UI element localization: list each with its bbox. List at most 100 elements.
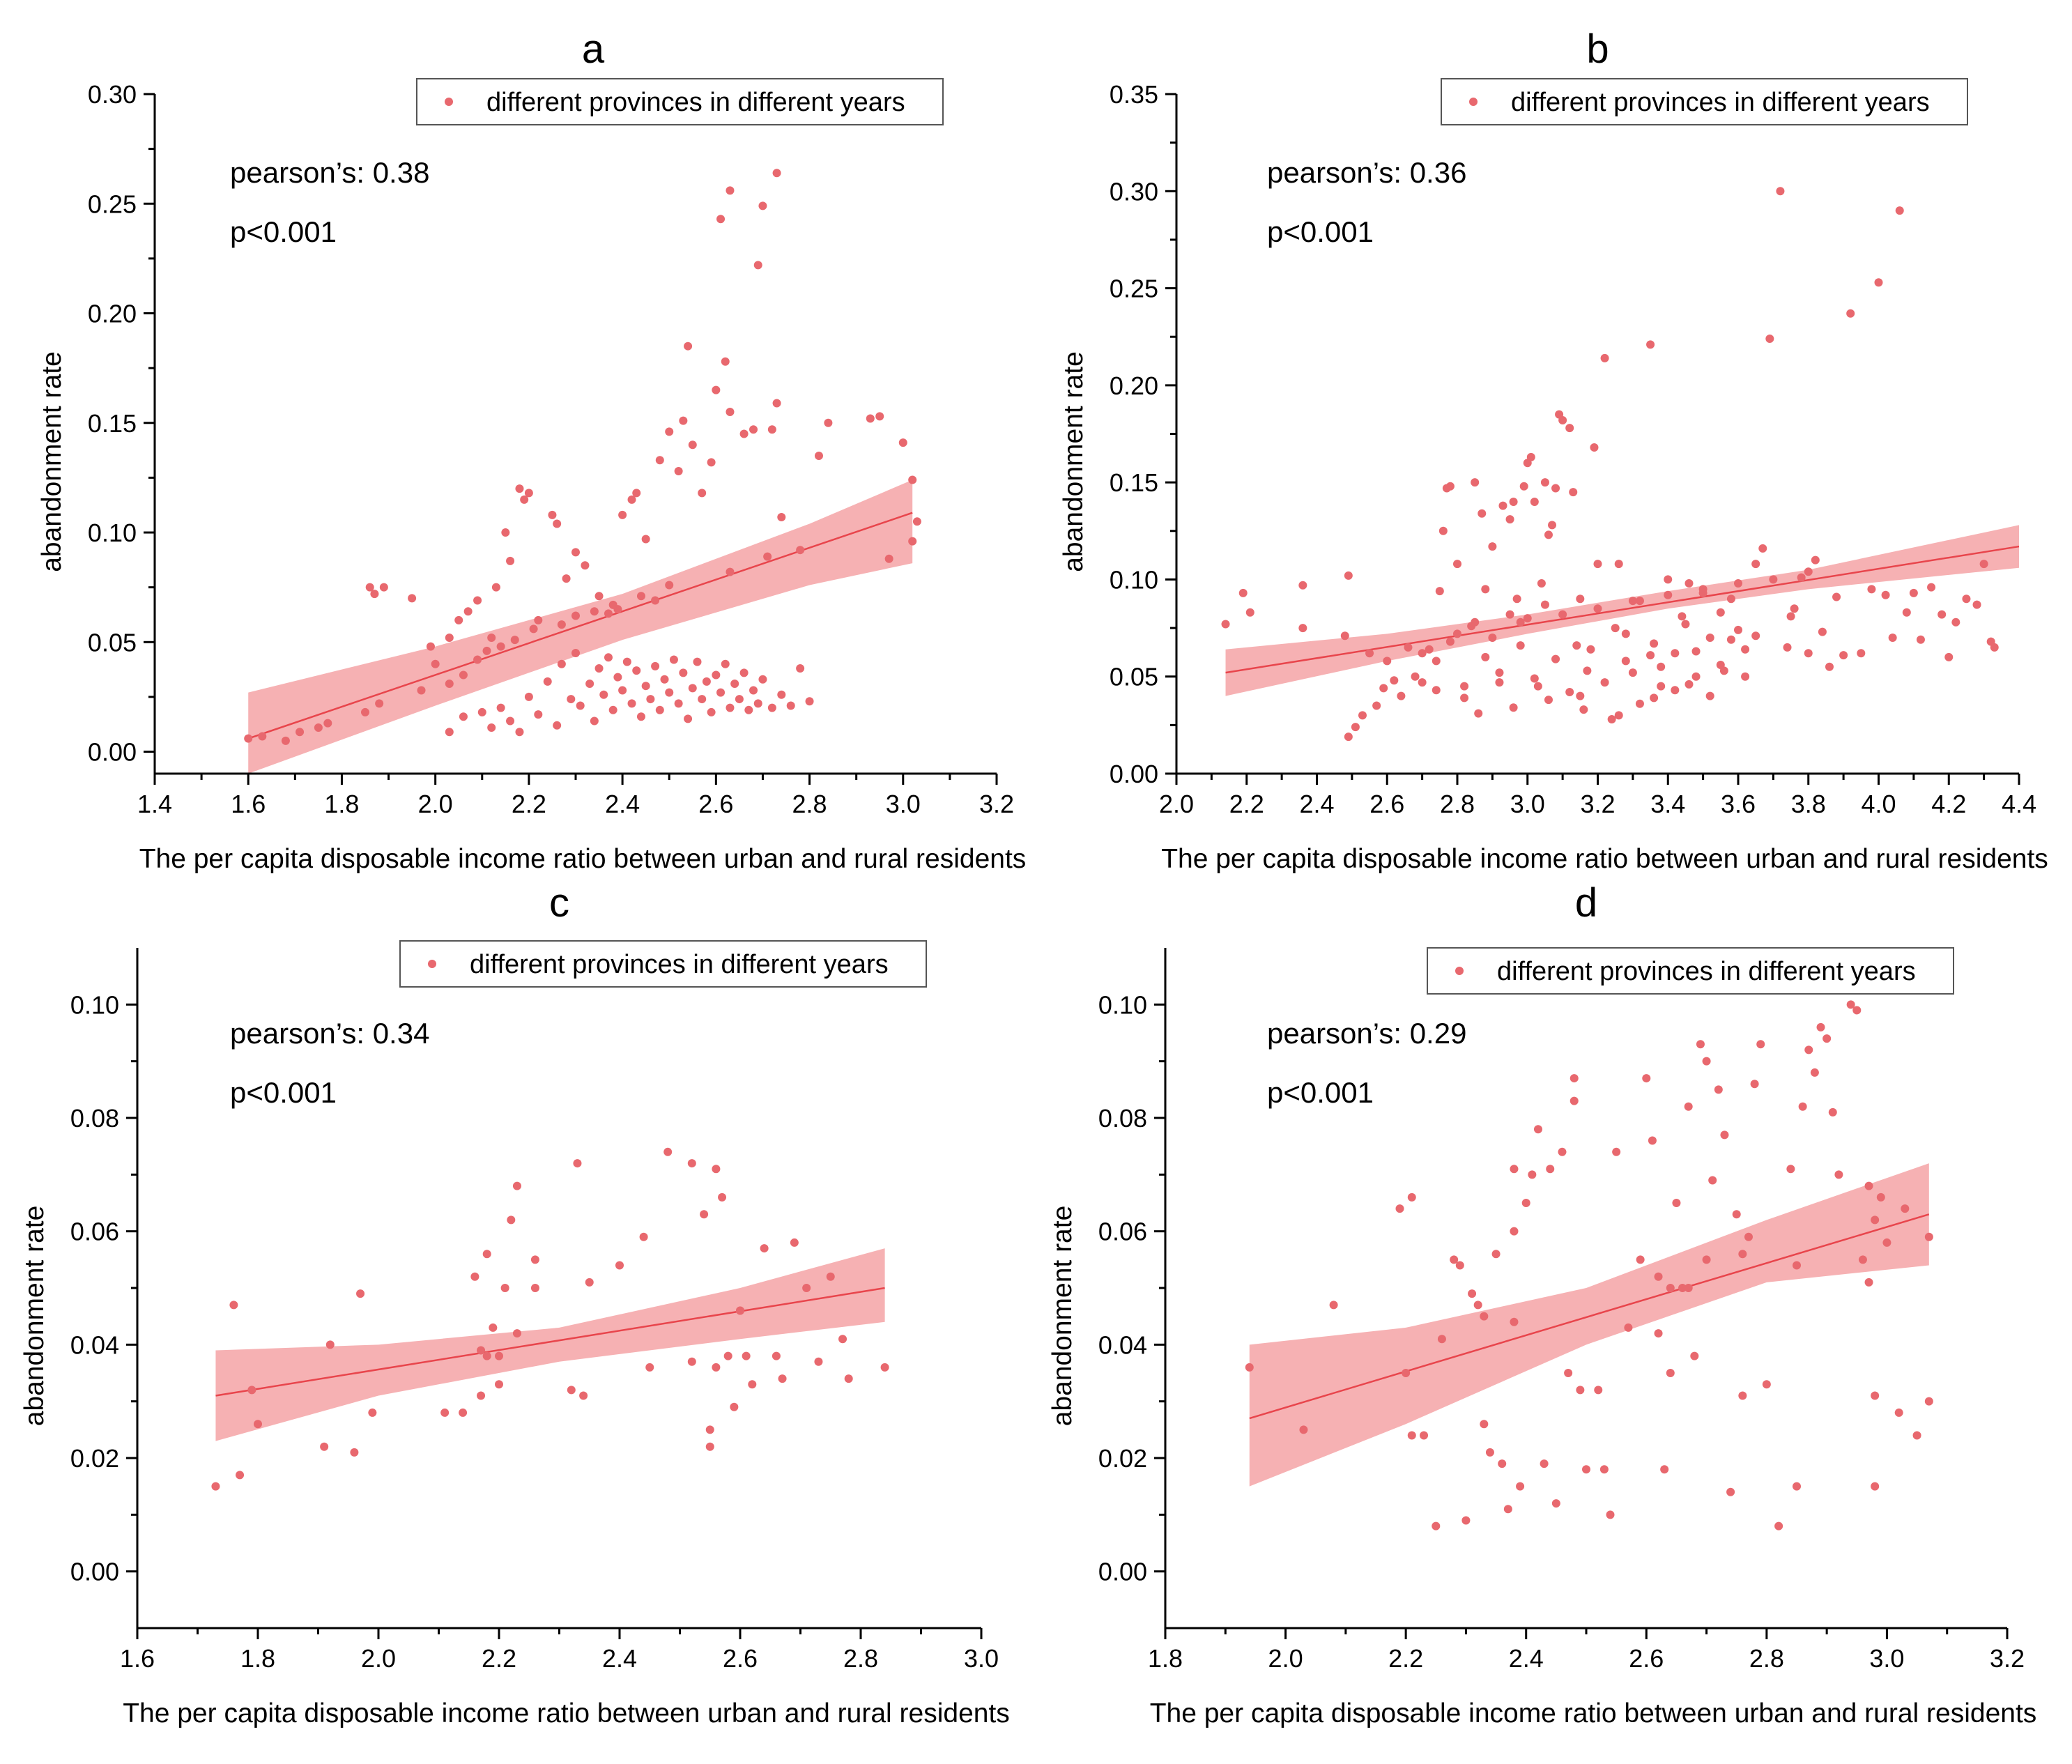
data-point (1852, 1006, 1862, 1015)
data-point (1621, 629, 1630, 638)
data-point (712, 385, 721, 394)
data-point (687, 1357, 696, 1366)
data-point (477, 707, 486, 716)
data-point (679, 416, 688, 425)
data-point (753, 261, 762, 270)
data-point (1927, 583, 1936, 592)
data-point (1551, 654, 1560, 664)
data-point (777, 513, 786, 522)
data-point (1924, 1232, 1933, 1241)
x-axis-label: The per capita disposable income ratio b… (123, 1698, 1010, 1728)
data-point (1758, 544, 1767, 553)
data-point (1445, 482, 1455, 491)
y-tick-label: 0.15 (88, 409, 137, 438)
data-point (1402, 1369, 1411, 1377)
y-tick-label: 0.00 (70, 1558, 119, 1586)
data-point (1480, 1420, 1489, 1429)
data-point (772, 169, 781, 178)
data-point (1544, 530, 1553, 539)
data-point (440, 1408, 450, 1417)
data-point (482, 1351, 491, 1360)
data-point (314, 723, 323, 732)
panel-b: 2.0 2.2 2.4 2.6 2.8 3.0 3.2 3.4 3.6 3.8 4.0 4.2 4.4 0… (1059, 26, 2048, 874)
data-point (1636, 1255, 1645, 1264)
data-point (585, 680, 594, 689)
data-point (1404, 643, 1413, 652)
y-axis-label: abandonment rate (1047, 1206, 1077, 1427)
data-point (1495, 678, 1504, 687)
data-point (571, 548, 580, 557)
data-point (742, 1351, 751, 1360)
data-point (1558, 610, 1567, 619)
x-tick-label: 2.0 (418, 790, 453, 818)
data-point (908, 537, 917, 546)
y-tick-label: 0.08 (1098, 1104, 1147, 1133)
data-point (615, 1261, 624, 1270)
panel-title: d (1575, 880, 1597, 926)
data-point (1558, 1147, 1567, 1156)
data-point (1505, 610, 1514, 619)
data-point (454, 615, 463, 624)
data-point (1425, 645, 1434, 654)
data-point (613, 673, 622, 682)
data-point (1530, 674, 1539, 683)
data-point (236, 1471, 245, 1480)
data-point (767, 425, 776, 434)
data-point (796, 664, 805, 673)
y-tick-label: 0.10 (88, 519, 137, 547)
data-point (1379, 684, 1388, 693)
data-point (1540, 478, 1549, 487)
data-point (1720, 1130, 1729, 1140)
panel-title: c (549, 880, 569, 926)
data-point (778, 1374, 787, 1383)
data-point (721, 357, 730, 366)
y-tick-label: 0.04 (70, 1330, 119, 1359)
pearson-label: pearson’s: 0.36 (1267, 156, 1466, 189)
x-axis-label: The per capita disposable income ratio b… (1150, 1698, 2037, 1728)
data-point (1498, 1459, 1507, 1468)
y-tick-label: 0.20 (1110, 371, 1158, 400)
data-point (1614, 711, 1623, 720)
data-point (1685, 680, 1694, 689)
data-point (1606, 1510, 1615, 1519)
data-point (663, 1147, 673, 1156)
data-point (1672, 1199, 1681, 1207)
data-point (1418, 649, 1427, 658)
data-point (1481, 652, 1490, 661)
data-point (1660, 1465, 1669, 1474)
data-point (320, 1442, 329, 1451)
data-point (1744, 1232, 1753, 1241)
data-point (688, 440, 697, 450)
pearson-label: pearson’s: 0.29 (1267, 1017, 1466, 1050)
data-point (1612, 1147, 1621, 1156)
data-point (1894, 1408, 1903, 1417)
data-point (1498, 501, 1507, 510)
data-point (1407, 1192, 1416, 1202)
data-point (758, 675, 767, 684)
data-point (1972, 600, 1981, 609)
data-point (1716, 608, 1725, 617)
confidence-band (1249, 1163, 1929, 1487)
data-point (716, 688, 726, 697)
data-point (1298, 581, 1307, 590)
data-point (655, 705, 664, 714)
data-point (636, 712, 645, 721)
data-point (684, 714, 693, 723)
x-tick-label: 2.8 (1440, 790, 1475, 818)
data-point (1741, 645, 1750, 654)
regression-line (215, 1287, 885, 1397)
data-point (1453, 629, 1461, 638)
data-point (1916, 635, 1925, 644)
data-point (1783, 643, 1792, 652)
data-point (726, 567, 735, 576)
data-point (1681, 620, 1690, 629)
data-point (553, 721, 562, 730)
data-point (487, 723, 496, 732)
data-point (1614, 560, 1623, 569)
data-point (1473, 1301, 1482, 1310)
data-point (1804, 567, 1813, 576)
data-point (1455, 1261, 1464, 1270)
data-point (875, 412, 884, 421)
data-point (730, 680, 739, 689)
data-point (1445, 637, 1455, 646)
